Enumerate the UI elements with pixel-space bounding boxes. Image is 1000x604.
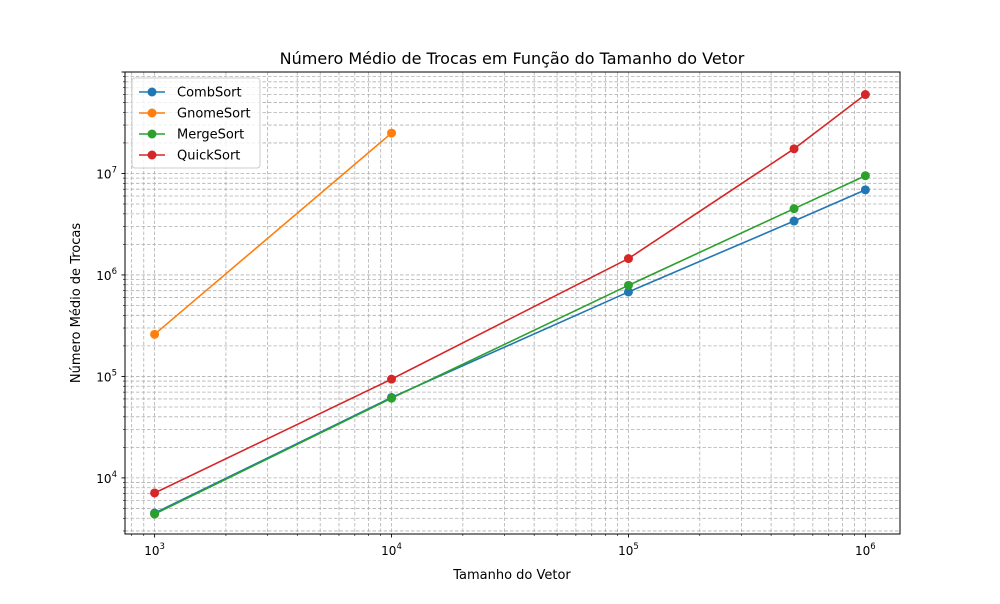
data-point [623,287,633,297]
data-point [150,329,160,339]
y-tick-label: 105 [96,368,117,384]
y-tick-base: 10 [96,472,111,486]
series-line [154,132,393,335]
y-tick-base: 10 [96,269,111,283]
legend-label: QuickSort [177,149,240,164]
data-point [387,374,397,384]
y-tick-label: 106 [96,267,117,283]
x-tick-exponent: 3 [160,542,165,552]
y-tick-exponent: 7 [112,165,117,175]
legend-marker [147,129,157,139]
y-tick-exponent: 6 [112,267,117,277]
x-tick-base: 10 [618,544,633,558]
x-tick-base: 10 [855,544,870,558]
y-tick-exponent: 4 [112,470,117,480]
legend-label: GnomeSort [177,107,251,122]
data-point [387,393,397,403]
y-tick-base: 10 [96,167,111,181]
y-tick-label: 104 [96,470,117,486]
y-tick-label: 107 [96,165,117,181]
data-point [623,280,633,290]
x-tick-base: 10 [144,544,159,558]
legend-item: GnomeSort [139,107,251,122]
data-point [860,185,870,195]
series-quicksort [150,90,870,498]
series-gnomesort [150,128,397,339]
series-mergesort [150,171,870,519]
data-point [789,216,799,226]
legend-item: CombSort [139,86,242,101]
legend-marker [147,108,157,118]
legend-item: QuickSort [139,149,240,164]
legend-box [131,77,261,169]
x-axis-title: Tamanho do Vetor [452,568,571,583]
data-point [789,204,799,214]
x-tick-labels: 103 104 105 106 [144,542,875,558]
x-tick-label: 103 [144,542,165,558]
legend-label: CombSort [177,86,242,101]
data-point [150,488,160,498]
y-tick-base: 10 [96,370,111,384]
x-tick-exponent: 5 [633,542,638,552]
data-point [860,171,870,181]
legend-label: MergeSort [177,128,244,143]
x-tick-exponent: 6 [870,542,875,552]
legend-marker [147,150,157,160]
y-axis-title: Número Médio de Trocas [69,223,84,383]
data-point [789,144,799,154]
legend-marker [147,87,157,97]
x-tick-label: 106 [855,542,876,558]
x-tick-label: 104 [381,542,402,558]
data-series [150,90,870,519]
plot-area-frame [124,71,901,535]
data-point [387,128,397,138]
axis-ticks [121,71,866,538]
legend: CombSort GnomeSort MergeSort QuickSort [131,77,261,169]
data-point [860,90,870,100]
chart-title: Número Médio de Trocas em Função do Tama… [280,49,745,68]
data-point [150,509,160,519]
x-tick-exponent: 4 [396,542,401,552]
x-tick-base: 10 [381,544,396,558]
legend-item: MergeSort [139,128,244,143]
data-point [623,254,633,264]
y-tick-exponent: 5 [112,368,117,378]
x-tick-label: 105 [618,542,639,558]
